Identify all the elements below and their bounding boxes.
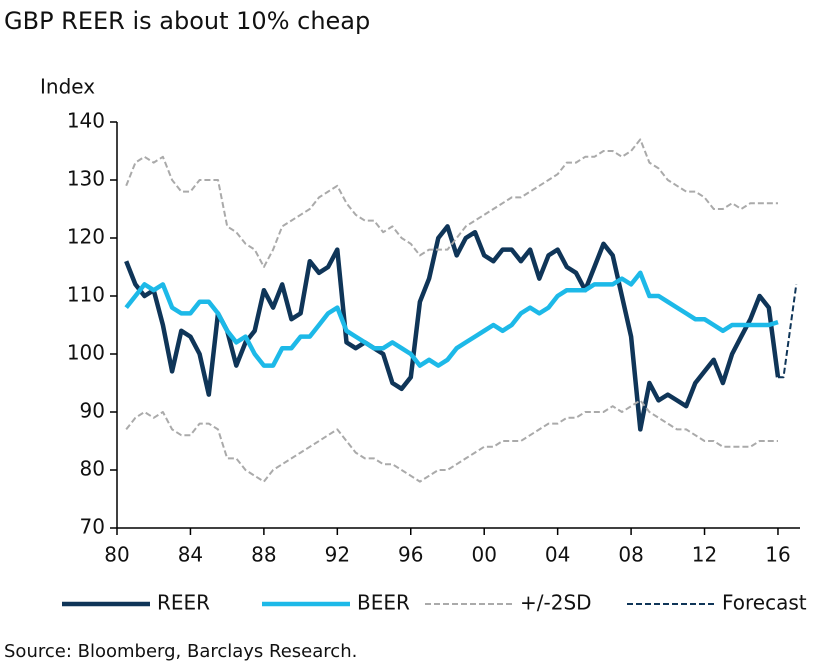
x-tick-label: 08 (618, 543, 643, 567)
y-tick-label: 100 (67, 341, 105, 365)
y-tick-label: 90 (80, 399, 105, 423)
x-tick-label: 96 (398, 543, 423, 567)
series-line-lower (125, 399, 778, 483)
series-line (778, 284, 798, 379)
chart-title: GBP REER is about 10% cheap (4, 7, 370, 35)
x-tick-label: 80 (104, 543, 129, 567)
source: Source: Bloomberg, Barclays Research. (4, 641, 357, 662)
series-line (124, 270, 779, 368)
series-line (125, 138, 778, 268)
y-tick-label: 110 (67, 283, 105, 307)
x-tick-label: 04 (545, 543, 570, 567)
x-tick-label: 00 (471, 543, 496, 567)
legend-label: Forecast (722, 591, 807, 615)
legend-label: REER (157, 591, 210, 615)
y-tick-label: 80 (80, 457, 105, 481)
legend-label: BEER (357, 591, 410, 615)
y-tick-label: 70 (80, 515, 105, 539)
x-tick-label: 12 (692, 543, 717, 567)
y-tick-label: 130 (67, 167, 105, 191)
x-tick-label: 84 (178, 543, 203, 567)
series-line (124, 224, 781, 432)
x-tick-label: 88 (251, 543, 276, 567)
y-tick-label: 120 (67, 225, 105, 249)
x-tick-label: 16 (765, 543, 790, 567)
y-tick-label: 140 (67, 109, 105, 133)
y-axis-label: Index (40, 75, 95, 99)
x-tick-label: 92 (325, 543, 350, 567)
legend-label: +/-2SD (520, 591, 592, 615)
